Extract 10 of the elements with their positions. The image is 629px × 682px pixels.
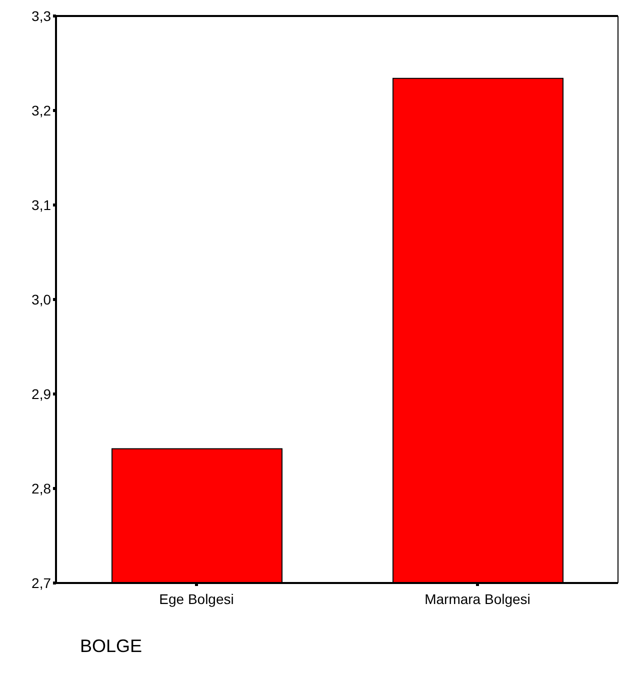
y-tick-label: 3,2 [32,102,52,118]
y-tick-label: 2,9 [32,386,52,402]
x-tick-label: Ege Bolgesi [159,590,234,607]
y-tick-label: 2,8 [32,480,52,496]
x-tick-label: Marmara Bolgesi [424,590,530,607]
x-axis-title: BOLGE [80,636,142,657]
y-tick-label: 3,3 [32,8,52,24]
y-tick-label: 2,7 [32,574,52,591]
y-tick-label: 3,0 [32,291,52,308]
y-tick-label: 3,1 [32,196,52,213]
